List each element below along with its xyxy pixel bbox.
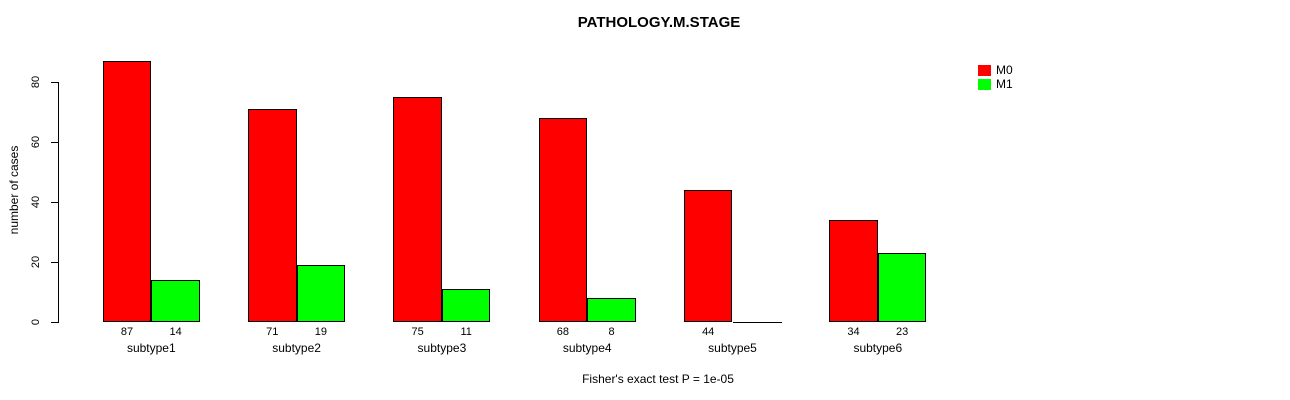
bar-value-m0-subtype3: 75 [411, 326, 424, 338]
y-tick [51, 82, 58, 83]
y-tick-label: 60 [30, 135, 42, 149]
y-axis-line [58, 82, 59, 323]
bar-value-m1-subtype4: 8 [608, 326, 615, 338]
bar-m1-subtype4 [587, 298, 636, 322]
y-tick [51, 322, 58, 323]
bar-m0-subtype4 [538, 118, 588, 322]
legend-swatch-m0 [978, 65, 991, 76]
bar-m1-subtype2 [296, 265, 346, 322]
category-label-subtype3: subtype3 [417, 341, 467, 355]
bar-value-m1-subtype2: 19 [314, 326, 328, 338]
y-tick-label: 40 [30, 195, 42, 209]
bar-value-m1-subtype3: 11 [460, 326, 472, 338]
legend-label-m0: M0 [996, 63, 1013, 77]
bar-m0-subtype3 [393, 97, 442, 322]
chart-title: PATHOLOGY.M.STAGE [577, 14, 741, 31]
bar-value-m0-subtype1: 87 [120, 326, 134, 338]
legend-item-m1: M1 [978, 78, 1013, 91]
bar-m1-subtype1 [151, 280, 200, 322]
category-label-subtype5: subtype5 [708, 341, 757, 355]
bar-value-m0-subtype4: 68 [556, 326, 570, 338]
y-tick-label: 80 [30, 75, 42, 89]
y-tick [51, 262, 58, 263]
bar-m0-subtype2 [248, 109, 297, 322]
y-tick [51, 142, 58, 143]
bar-value-m0-subtype2: 71 [266, 326, 279, 338]
bar-m0-subtype1 [102, 61, 152, 322]
category-label-subtype6: subtype6 [853, 341, 903, 355]
stat-test-caption: Fisher's exact test P = 1e-05 [582, 372, 734, 386]
bar-value-m0-subtype5: 44 [702, 326, 715, 338]
zero-bar-m1-subtype5 [732, 322, 783, 323]
bar-value-m0-subtype6: 34 [847, 326, 860, 338]
category-label-subtype2: subtype2 [272, 341, 321, 355]
legend: M0 M1 [978, 64, 1013, 92]
bar-value-m1-subtype6: 23 [895, 326, 909, 338]
category-label-subtype4: subtype4 [562, 341, 612, 355]
bar-m0-subtype5 [683, 190, 733, 322]
y-tick-label: 0 [30, 318, 42, 326]
y-tick [51, 202, 58, 203]
y-axis-title: number of cases [7, 145, 21, 235]
bar-m1-subtype3 [441, 289, 491, 322]
bar-m1-subtype6 [877, 253, 927, 322]
legend-swatch-m1 [978, 79, 991, 90]
y-tick-label: 20 [30, 255, 42, 269]
bar-m0-subtype6 [829, 220, 878, 322]
legend-item-m0: M0 [978, 64, 1013, 77]
legend-label-m1: M1 [996, 77, 1013, 91]
category-label-subtype1: subtype1 [126, 341, 176, 355]
bar-value-m1-subtype1: 14 [169, 326, 182, 338]
